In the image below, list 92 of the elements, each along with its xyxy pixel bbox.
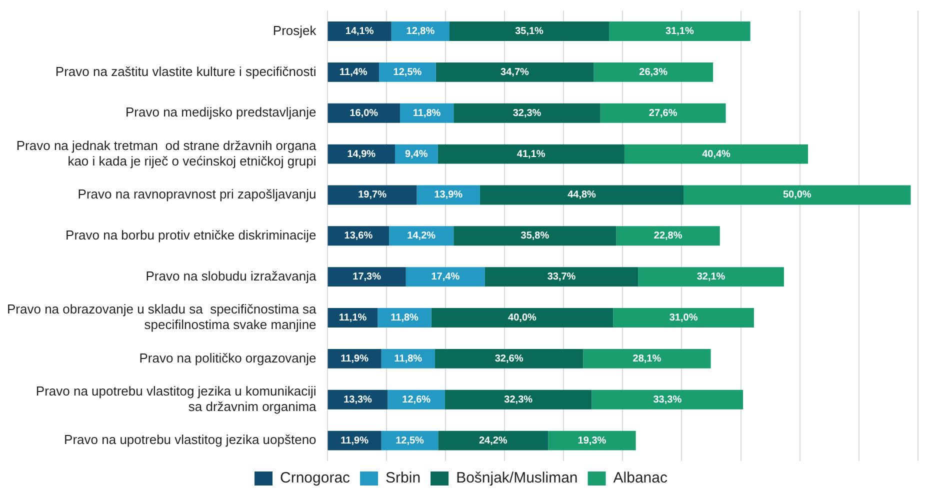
bar xyxy=(594,62,714,82)
bar xyxy=(328,144,395,164)
data-label: 35,1% xyxy=(515,26,544,38)
bar xyxy=(444,390,592,410)
bar xyxy=(379,62,436,82)
bar xyxy=(328,103,400,123)
bar xyxy=(609,22,750,41)
bar xyxy=(583,348,711,368)
bar xyxy=(406,267,485,287)
bar xyxy=(431,308,614,328)
data-label: 24,2% xyxy=(478,435,508,446)
data-label: 28,1% xyxy=(632,353,662,364)
bar xyxy=(436,62,594,82)
y-tick-label: Pravo na obrazovanje u skladu sa specifičnostima sa specifilnostima svake manjine xyxy=(6,302,318,332)
legend-label: Crnogorac xyxy=(280,470,351,487)
bar xyxy=(328,226,390,246)
data-label: 12,5% xyxy=(393,66,422,78)
bar xyxy=(624,144,808,164)
bar xyxy=(328,185,417,205)
y-tick-label: Pravo na političko orgazovanje xyxy=(139,350,316,366)
data-label: 14,1% xyxy=(345,26,374,38)
bar xyxy=(328,22,392,41)
data-label: 32,3% xyxy=(512,108,542,119)
y-tick-label: Pravo na medijsko predstavljanje xyxy=(125,104,316,120)
bar xyxy=(328,267,406,287)
data-label: 11,1% xyxy=(338,312,367,324)
bar xyxy=(616,226,720,246)
bar xyxy=(389,226,454,246)
data-label: 13,9% xyxy=(434,190,463,201)
data-label: 13,3% xyxy=(344,394,372,406)
y-tick-label: Pravo na slobudu izražavanja xyxy=(146,268,318,284)
data-label: 40,0% xyxy=(508,312,536,324)
data-label: 35,8% xyxy=(520,230,550,242)
bar xyxy=(434,348,584,368)
bar xyxy=(480,185,684,205)
bar xyxy=(454,103,600,123)
data-label: 11,8% xyxy=(390,312,419,324)
data-label: 50,0% xyxy=(782,190,812,201)
y-tick-label: Pravo na jednak tretman od strane državnih organa kao i kada je riječ o većinskoj etničkoj grupi xyxy=(16,138,318,168)
legend-label: Bošnjak/Musliman xyxy=(456,470,578,487)
data-label: 9,4% xyxy=(404,148,428,160)
bar xyxy=(388,390,445,410)
y-tick-label: Pravo na upotrebu vlastitog jezika u komunikaciji sa državnim organima xyxy=(36,383,318,414)
bar xyxy=(684,185,911,205)
data-label: 17,4% xyxy=(431,272,460,283)
data-label: 44,8% xyxy=(568,190,596,201)
bar xyxy=(450,22,610,41)
legend-label: Albanac xyxy=(613,470,668,487)
data-label: 32,1% xyxy=(696,272,726,283)
data-label: 27,6% xyxy=(648,108,678,119)
y-tick-label: Pravo na borbu protiv etničke diskriminacije xyxy=(66,227,316,242)
bar xyxy=(600,103,726,123)
data-label: 11,9% xyxy=(340,353,369,364)
data-label: 11,9% xyxy=(340,435,369,446)
y-tick-label: Pravo na zaštitu vlastite kulture i specifičnosti xyxy=(55,64,316,79)
legend-label: Srbin xyxy=(386,470,421,487)
data-label: 41,1% xyxy=(516,148,546,160)
data-label: 33,7% xyxy=(547,272,576,283)
data-label: 32,3% xyxy=(504,394,533,406)
data-label: 12,5% xyxy=(396,435,424,446)
data-label: 31,0% xyxy=(669,312,698,324)
data-label: 17,3% xyxy=(352,272,382,283)
bar xyxy=(438,144,624,164)
bar xyxy=(378,308,432,328)
data-label: 33,3% xyxy=(653,394,682,406)
data-label: 16,0% xyxy=(350,108,378,119)
bar xyxy=(438,430,548,450)
bar xyxy=(613,308,754,328)
data-label: 34,7% xyxy=(500,66,529,78)
y-tick-label: Pravo na upotrebu vlastitog jezika uopšteno xyxy=(64,432,316,448)
data-label: 12,6% xyxy=(402,394,431,406)
y-tick-label: Prosjek xyxy=(272,22,317,38)
data-label: 31,1% xyxy=(665,26,694,38)
data-label: 19,7% xyxy=(358,190,387,201)
data-label: 26,3% xyxy=(639,66,668,78)
data-label: 22,8% xyxy=(654,230,682,242)
bar xyxy=(454,226,616,246)
bar xyxy=(638,267,784,287)
data-label: 11,8% xyxy=(394,353,422,364)
data-label: 13,6% xyxy=(344,230,373,242)
bar xyxy=(592,390,744,410)
data-label: 11,8% xyxy=(412,108,441,119)
data-label: 11,4% xyxy=(340,66,368,78)
data-label: 14,2% xyxy=(407,230,436,242)
data-label: 32,6% xyxy=(494,353,524,364)
y-tick-label: Pravo na ravnopravnost pri zapošljavanju xyxy=(78,186,316,202)
data-label: 40,4% xyxy=(702,148,731,160)
data-label: 12,8% xyxy=(406,26,435,38)
data-label: 14,9% xyxy=(347,148,376,160)
data-label: 19,3% xyxy=(578,435,606,446)
bar xyxy=(484,267,638,287)
bar xyxy=(548,430,636,450)
